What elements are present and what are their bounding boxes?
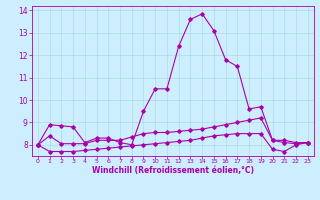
X-axis label: Windchill (Refroidissement éolien,°C): Windchill (Refroidissement éolien,°C) <box>92 166 254 175</box>
